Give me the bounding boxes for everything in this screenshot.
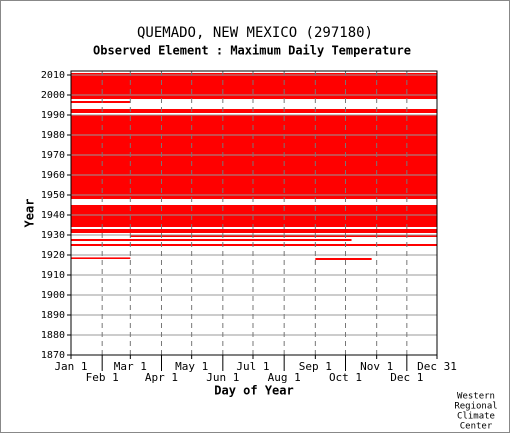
coverage-block (71, 257, 131, 259)
y-tick-label: 1890 (41, 310, 65, 321)
y-tick-label: 1950 (41, 190, 65, 201)
footer-text: Center (460, 422, 493, 432)
x-tick-label: Oct 1 (329, 371, 362, 384)
coverage-block (71, 101, 131, 103)
footer-text: Western (457, 392, 495, 402)
x-tick-label: Jul 1 (236, 360, 269, 373)
y-tick-label: 2010 (41, 70, 65, 81)
y-tick-label: 1970 (41, 150, 65, 161)
chart-subtitle: Observed Element : Maximum Daily Tempera… (93, 44, 411, 58)
y-tick-label: 1980 (41, 130, 65, 141)
x-tick-label: May 1 (175, 360, 208, 373)
x-axis-label: Day of Year (214, 384, 293, 398)
coverage-block (71, 109, 437, 113)
coverage-block (315, 258, 372, 260)
y-tick-label: 1990 (41, 110, 65, 121)
x-tick-label: Jan 1 (54, 360, 87, 373)
y-tick-label: 1910 (41, 270, 65, 281)
y-tick-label: 1880 (41, 330, 65, 341)
coverage-block (71, 205, 437, 227)
y-tick-label: 1930 (41, 230, 65, 241)
x-tick-label: Mar 1 (114, 360, 147, 373)
chart-title: QUEMADO, NEW MEXICO (297180) (137, 25, 373, 41)
x-tick-label: Dec 1 (390, 371, 423, 384)
y-tick-label: 1900 (41, 290, 65, 301)
y-tick-label: 1870 (41, 350, 65, 361)
x-tick-label: Aug 1 (268, 371, 301, 384)
coverage-block (71, 244, 437, 246)
coverage-block (71, 229, 437, 233)
y-tick-label: 1940 (41, 210, 65, 221)
coverage-block (130, 235, 438, 237)
plot-border (70, 70, 438, 356)
x-tick-label: Feb 1 (86, 371, 119, 384)
x-tick-label: Dec 31 (417, 360, 457, 373)
footer-text: Regional (454, 402, 497, 412)
coverage-block (71, 239, 352, 241)
y-tick-label: 2000 (41, 90, 65, 101)
x-tick-label: Apr 1 (145, 371, 178, 384)
x-tick-label: Sep 1 (299, 360, 332, 373)
footer-text: Climate (457, 412, 495, 422)
x-tick-label: Jun 1 (206, 371, 239, 384)
y-axis-label: Year (23, 199, 37, 228)
y-tick-label: 1960 (41, 170, 65, 181)
x-tick-label: Nov 1 (360, 360, 393, 373)
y-tick-label: 1920 (41, 250, 65, 261)
coverage-block (71, 115, 437, 199)
